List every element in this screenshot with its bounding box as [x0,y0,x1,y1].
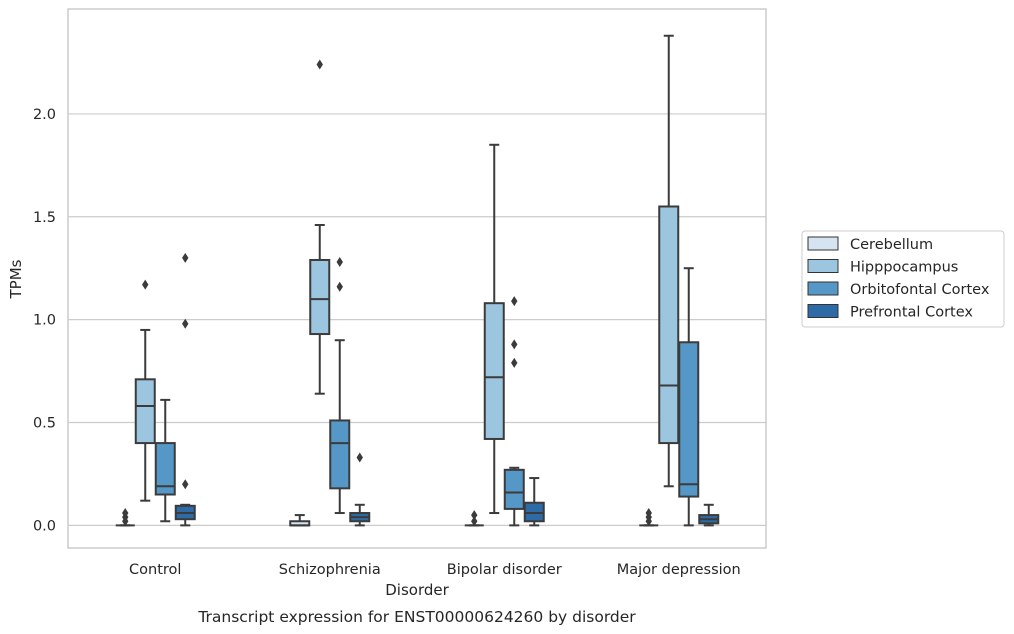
box-group [658,34,680,488]
outlier-point [511,357,518,368]
x-tick-label: Schizophrenia [279,562,381,578]
legend-swatch [807,304,839,318]
outlier-point [511,339,518,350]
outlier-point [182,318,189,329]
outlier-point [122,508,129,519]
x-tick-label: Control [129,562,181,578]
box-group [523,477,545,527]
y-tick-label: 0.0 [33,518,56,534]
box [329,419,351,490]
box [658,205,680,445]
box-group [309,59,331,395]
y-tick-label: 1.5 [33,210,56,226]
box [523,501,545,523]
box-group [174,252,196,527]
outlier-point [336,257,343,268]
outlier-point [356,452,363,463]
outlier-point [645,508,652,519]
box-group [349,452,371,527]
outlier-point [142,279,149,290]
y-tick-label: 0.5 [33,416,56,432]
box [483,302,505,440]
box-group [134,279,156,502]
legend-swatch [807,259,839,273]
box [134,378,156,445]
box [154,442,176,496]
legend-box [801,230,1005,328]
y-tick-labels: 0.0 0.5 1.0 1.5 2.0 [33,107,56,534]
outlier-point [182,252,189,263]
box-group [154,398,176,523]
box-group [115,508,135,527]
box [678,341,700,498]
box [309,258,331,336]
outlier-point [471,516,478,527]
outlier-point [471,510,478,521]
box-group [483,143,505,515]
x-axis-title: Disorder [385,581,449,599]
x-tick-label: Major depression [617,562,741,578]
outlier-point [182,479,189,490]
box-group [464,510,484,527]
legend-label: Orbitofontal Cortex [850,282,990,298]
box-group [678,267,700,527]
plot-frame [67,8,767,549]
legend-swatch [807,236,839,251]
box-marks [115,34,720,527]
legend-label: Hipppocampus [850,260,958,276]
chart-caption: Transcript expression for ENST0000062426… [197,608,636,626]
box-group [698,503,720,527]
legend-label: Prefrontal Cortex [850,305,973,321]
y-axis-title: TPMs [7,259,25,299]
legend-swatch [807,281,839,296]
x-tick-label: Bipolar disorder [447,562,562,578]
x-tick-labels: Control Schizophrenia Bipolar disorder Majo… [129,562,741,578]
box-group [329,257,351,515]
legend: Cerebellum Hipppocampus Orbitofontal Corte… [801,230,1005,328]
box [503,468,525,510]
box-group [289,514,311,527]
box-group [503,296,525,527]
y-tick-label: 2.0 [33,107,56,123]
outlier-point [511,296,518,307]
outlier-point [316,59,323,70]
y-tick-label: 1.0 [33,313,56,329]
legend-label: Cerebellum [850,237,933,253]
box-group [639,508,659,527]
outlier-point [336,281,343,292]
